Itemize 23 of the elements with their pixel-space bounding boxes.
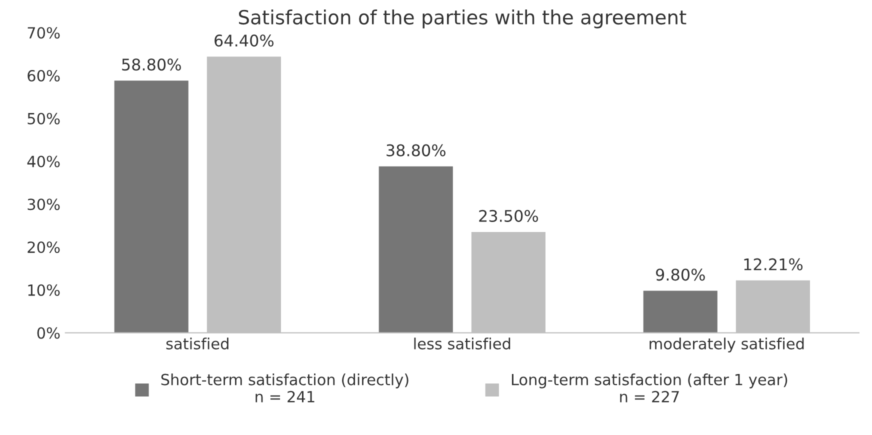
y-tick-label: 50% [28, 112, 60, 124]
legend-label: Short-term satisfaction (directly) n = 241 [161, 374, 408, 402]
y-tick-label: 30% [28, 198, 60, 210]
y-tick-label: 0% [37, 327, 60, 339]
x-tick-label: moderately satisfied [650, 338, 804, 352]
y-tick-label: 10% [28, 284, 60, 296]
data-label: 9.80% [656, 268, 705, 281]
bar [114, 80, 188, 333]
data-label: 23.50% [479, 210, 538, 222]
data-label: 64.40% [214, 34, 274, 47]
x-tick-label: less satisfied [414, 338, 510, 350]
y-tick-label: 60% [28, 70, 60, 82]
bar [643, 290, 718, 333]
y-tick-label: 40% [27, 156, 60, 168]
x-tick-label: satisfied [166, 338, 228, 350]
data-label: 12.21% [744, 258, 803, 270]
bar [378, 166, 453, 333]
data-label: 38.80% [386, 144, 446, 156]
y-tick-label: 20% [28, 241, 60, 254]
y-tick-label: 70% [28, 27, 60, 39]
legend-label: Long-term satisfaction (after 1 year) n = 227 [512, 374, 788, 402]
data-label: 58.80% [122, 58, 181, 71]
chart-title: Satisfaction of the parties with the agreement [238, 10, 686, 28]
